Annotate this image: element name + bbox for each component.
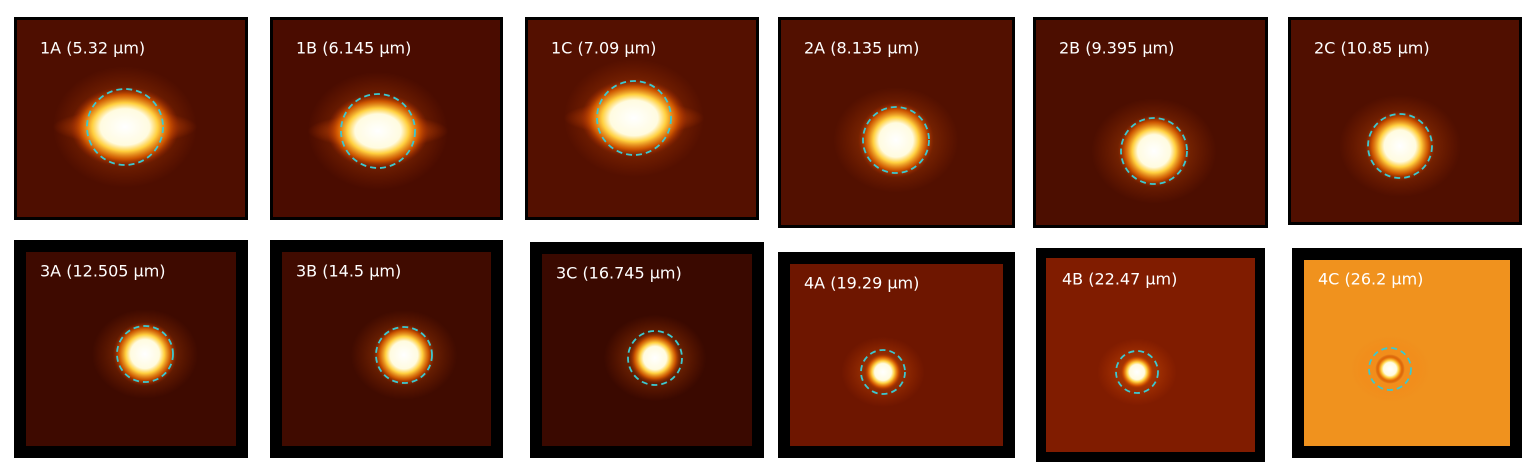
panel-label: 4A (19.29 μm) xyxy=(804,274,919,293)
aperture xyxy=(86,88,164,166)
panel-label: 3A (12.505 μm) xyxy=(40,262,166,281)
aperture xyxy=(860,349,906,395)
panel-label: 4B (22.47 μm) xyxy=(1062,270,1177,289)
source xyxy=(1375,354,1405,384)
source xyxy=(70,86,180,168)
aperture xyxy=(1115,350,1159,394)
aperture xyxy=(1120,117,1188,185)
aperture xyxy=(1368,347,1412,391)
source xyxy=(580,78,688,158)
panel-label: 2B (9.395 μm) xyxy=(1059,39,1174,58)
source xyxy=(1117,114,1191,188)
source xyxy=(373,324,435,386)
aperture xyxy=(116,325,174,383)
source xyxy=(326,93,430,169)
panel-label: 4C (26.2 μm) xyxy=(1318,270,1423,289)
source xyxy=(1364,110,1436,182)
source xyxy=(864,353,902,391)
source xyxy=(858,102,934,178)
panel-label: 3B (14.5 μm) xyxy=(296,262,401,281)
panel-label: 1B (6.145 μm) xyxy=(296,39,411,58)
aperture xyxy=(627,330,683,386)
source xyxy=(112,321,178,387)
aperture xyxy=(375,326,433,384)
aperture xyxy=(1367,113,1433,179)
source xyxy=(1120,355,1154,389)
source xyxy=(629,332,681,384)
panel-label: 1A (5.32 μm) xyxy=(40,39,145,58)
aperture xyxy=(340,93,416,169)
panel-label: 2C (10.85 μm) xyxy=(1314,39,1430,58)
aperture xyxy=(862,106,930,174)
panel-label: 3C (16.745 μm) xyxy=(556,264,682,283)
panel-label: 2A (8.135 μm) xyxy=(804,39,919,58)
aperture xyxy=(596,80,672,156)
panel-label: 1C (7.09 μm) xyxy=(551,39,656,58)
